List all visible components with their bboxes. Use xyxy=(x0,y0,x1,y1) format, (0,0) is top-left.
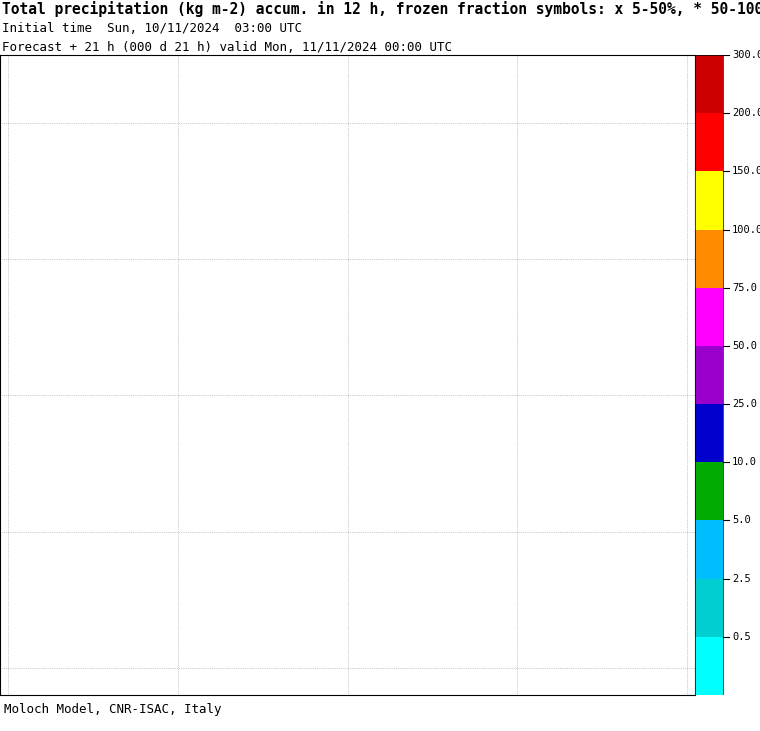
Bar xyxy=(695,230,723,288)
Text: Initial time  Sun, 10/11/2024  03:00 UTC: Initial time Sun, 10/11/2024 03:00 UTC xyxy=(2,22,302,35)
Text: 200.0: 200.0 xyxy=(732,108,760,118)
Bar xyxy=(695,404,723,462)
Text: 50.0: 50.0 xyxy=(732,341,757,351)
Text: Moloch Model, CNR-ISAC, Italy: Moloch Model, CNR-ISAC, Italy xyxy=(4,703,221,716)
Text: 300.0: 300.0 xyxy=(732,50,760,60)
Bar xyxy=(695,346,723,404)
Text: 10.0: 10.0 xyxy=(732,458,757,467)
Bar xyxy=(695,55,723,113)
Bar xyxy=(695,462,723,520)
Bar xyxy=(695,55,723,695)
Bar xyxy=(695,113,723,171)
Bar xyxy=(695,637,723,695)
Bar xyxy=(695,520,723,579)
Bar xyxy=(695,171,723,230)
Bar xyxy=(695,288,723,346)
Text: 150.0: 150.0 xyxy=(732,167,760,176)
Bar xyxy=(695,579,723,637)
Text: 5.0: 5.0 xyxy=(732,515,751,526)
Text: 2.5: 2.5 xyxy=(732,574,751,583)
Text: 0.5: 0.5 xyxy=(732,632,751,642)
Text: 100.0: 100.0 xyxy=(732,224,760,235)
Text: 25.0: 25.0 xyxy=(732,399,757,409)
Text: 75.0: 75.0 xyxy=(732,283,757,292)
Text: Forecast + 21 h (000 d 21 h) valid Mon, 11/11/2024 00:00 UTC: Forecast + 21 h (000 d 21 h) valid Mon, … xyxy=(2,41,451,54)
Text: Total precipitation (kg m-2) accum. in 12 h, frozen fraction symbols: x 5-50%, *: Total precipitation (kg m-2) accum. in 1… xyxy=(2,1,760,17)
